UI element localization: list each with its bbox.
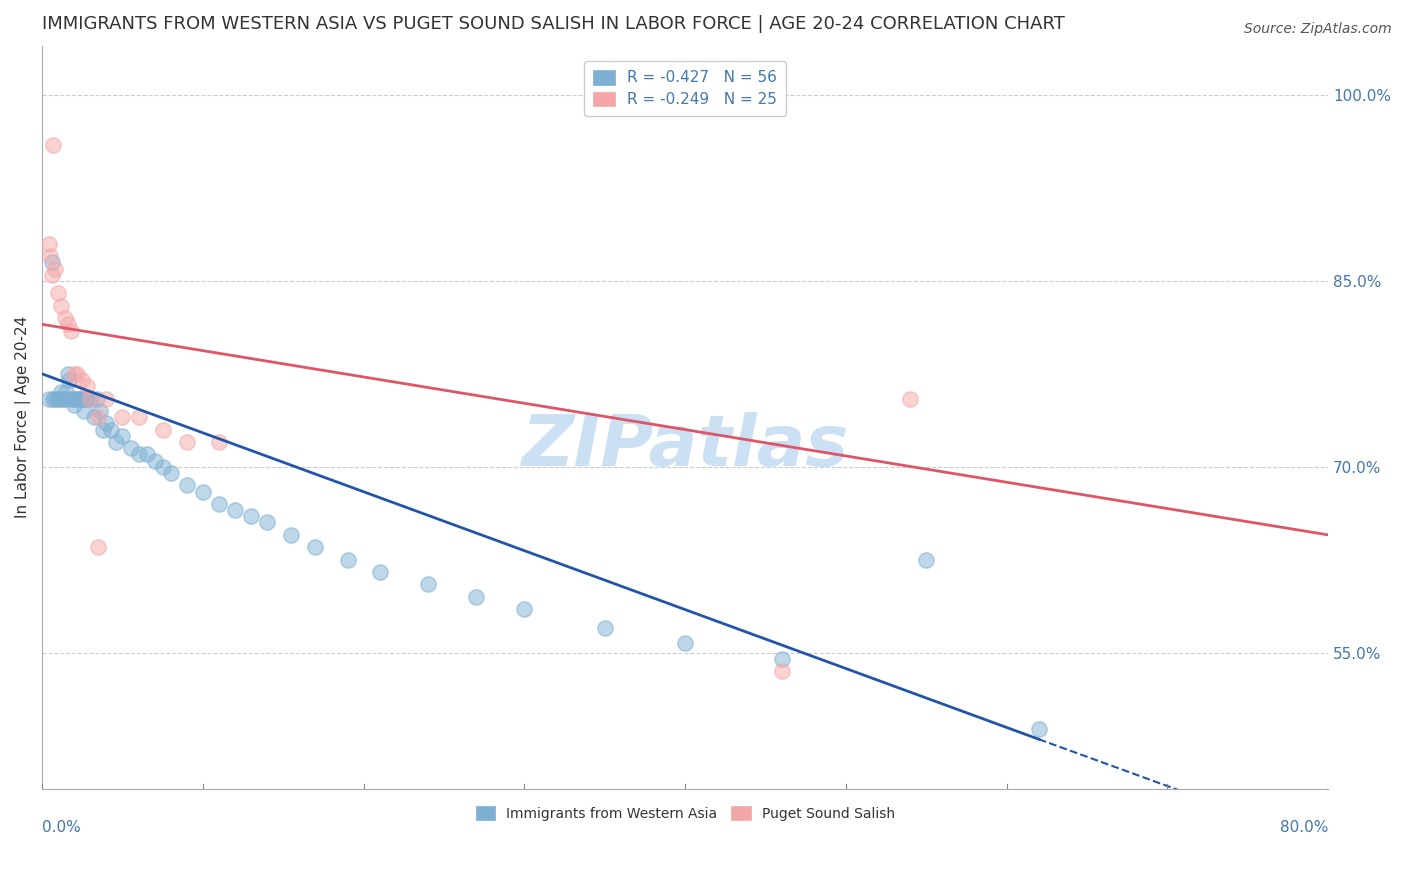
Point — [79, 392, 101, 406]
Point — [128, 447, 150, 461]
Point — [46, 392, 69, 406]
Point — [79, 392, 101, 406]
Point — [176, 435, 198, 450]
Point — [72, 392, 94, 406]
Point — [1028, 723, 1050, 737]
Point — [75, 392, 97, 406]
Point — [915, 552, 938, 566]
Point — [49, 392, 72, 406]
Point — [65, 392, 87, 406]
Text: ZIPatlas: ZIPatlas — [522, 412, 849, 482]
Point — [41, 268, 63, 282]
Point — [63, 398, 86, 412]
Point — [91, 423, 114, 437]
Point — [96, 417, 118, 431]
Point — [208, 497, 231, 511]
Point — [673, 635, 696, 649]
Point — [52, 392, 75, 406]
Point — [128, 410, 150, 425]
Point — [100, 423, 122, 437]
Point — [224, 503, 246, 517]
Point — [41, 255, 63, 269]
Point — [513, 602, 536, 616]
Point — [770, 651, 793, 665]
Point — [83, 410, 105, 425]
Point — [280, 528, 302, 542]
Point — [898, 392, 921, 406]
Point — [67, 392, 90, 406]
Legend: Immigrants from Western Asia, Puget Sound Salish: Immigrants from Western Asia, Puget Soun… — [470, 801, 900, 826]
Point — [60, 324, 83, 338]
Point — [89, 404, 111, 418]
Point — [63, 367, 86, 381]
Point — [96, 392, 118, 406]
Point — [46, 286, 69, 301]
Point — [38, 236, 60, 251]
Point — [86, 392, 108, 406]
Point — [111, 410, 134, 425]
Point — [58, 373, 80, 387]
Point — [42, 392, 65, 406]
Point — [191, 484, 214, 499]
Point — [465, 590, 488, 604]
Point — [304, 541, 326, 555]
Point — [143, 453, 166, 467]
Point — [39, 249, 62, 263]
Point — [60, 392, 83, 406]
Point — [152, 459, 174, 474]
Point — [336, 552, 359, 566]
Point — [51, 299, 73, 313]
Point — [56, 367, 79, 381]
Point — [87, 541, 110, 555]
Point — [159, 466, 181, 480]
Text: 80.0%: 80.0% — [1279, 820, 1329, 835]
Point — [44, 261, 66, 276]
Text: Source: ZipAtlas.com: Source: ZipAtlas.com — [1244, 22, 1392, 37]
Point — [593, 621, 616, 635]
Point — [120, 441, 142, 455]
Point — [62, 392, 84, 406]
Point — [51, 385, 73, 400]
Point — [176, 478, 198, 492]
Point — [56, 318, 79, 332]
Point — [368, 565, 391, 579]
Point — [240, 509, 263, 524]
Point — [69, 392, 91, 406]
Text: 0.0%: 0.0% — [42, 820, 82, 835]
Point — [87, 410, 110, 425]
Point — [256, 516, 278, 530]
Point — [73, 404, 96, 418]
Point — [76, 379, 98, 393]
Point — [55, 385, 77, 400]
Y-axis label: In Labor Force | Age 20-24: In Labor Force | Age 20-24 — [15, 316, 31, 518]
Point — [135, 447, 157, 461]
Point — [111, 429, 134, 443]
Point — [72, 373, 94, 387]
Point — [416, 577, 439, 591]
Point — [105, 435, 128, 450]
Point — [38, 392, 60, 406]
Point — [53, 392, 76, 406]
Point — [152, 423, 174, 437]
Point — [66, 367, 89, 381]
Point — [66, 392, 89, 406]
Point — [770, 664, 793, 678]
Text: IMMIGRANTS FROM WESTERN ASIA VS PUGET SOUND SALISH IN LABOR FORCE | AGE 20-24 CO: IMMIGRANTS FROM WESTERN ASIA VS PUGET SO… — [42, 15, 1064, 33]
Point — [44, 392, 66, 406]
Point — [42, 137, 65, 152]
Point — [208, 435, 231, 450]
Point — [76, 392, 98, 406]
Point — [53, 311, 76, 326]
